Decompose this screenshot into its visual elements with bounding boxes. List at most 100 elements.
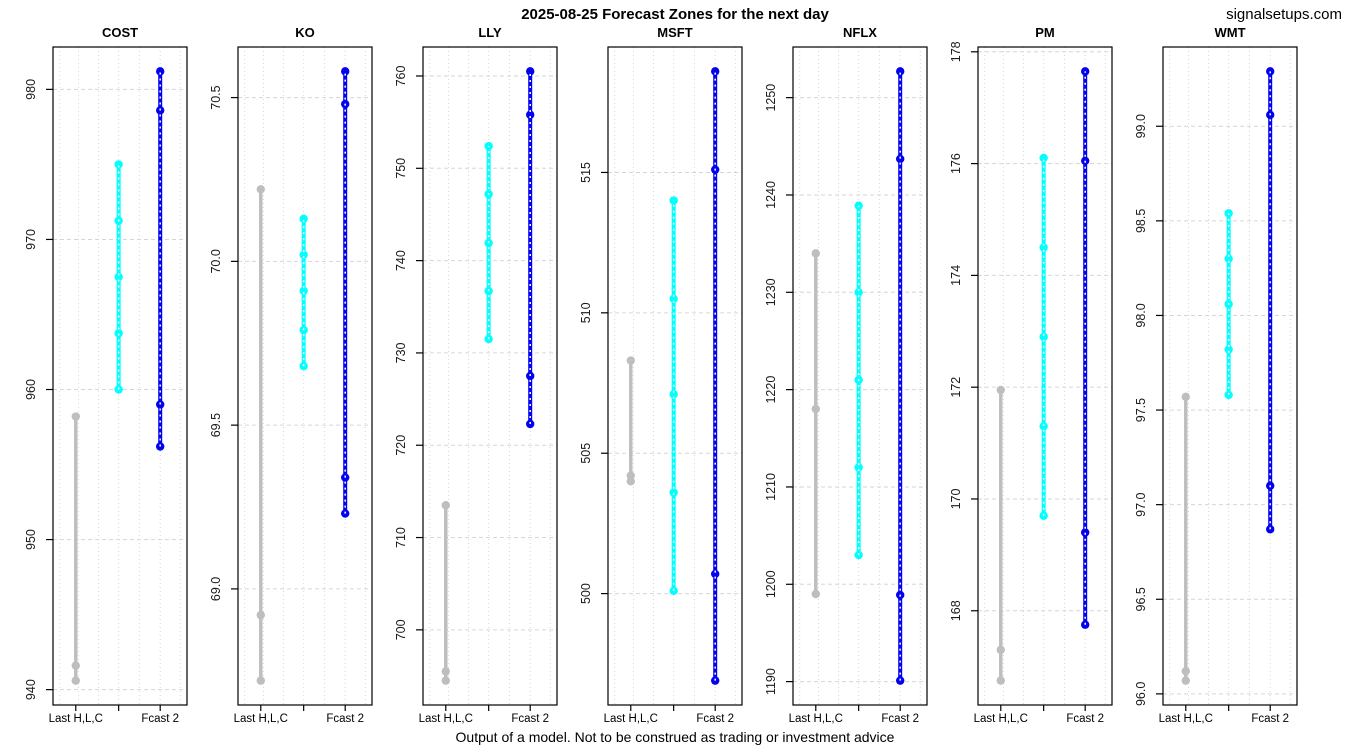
fcast1-point bbox=[114, 272, 123, 282]
fcast2-point bbox=[526, 110, 535, 119]
plot-border bbox=[792, 46, 928, 706]
fcast2-point bbox=[1081, 528, 1090, 537]
series-fcast-2 bbox=[341, 67, 350, 518]
series-fcast-2 bbox=[1081, 67, 1090, 629]
x-tick-label-fcast2: Fcast 2 bbox=[696, 713, 734, 725]
y-tick-label: 1190 bbox=[764, 668, 778, 695]
panel-title-LLY: LLY bbox=[478, 25, 502, 40]
gridlines bbox=[238, 47, 372, 705]
series-fcast-2 bbox=[1266, 67, 1275, 534]
y-tick-label: 1220 bbox=[764, 376, 778, 404]
x-tick-label-fcast2: Fcast 2 bbox=[881, 713, 919, 725]
y-tick-label: 172 bbox=[949, 377, 963, 398]
fcast1-point bbox=[854, 463, 863, 472]
last-hlc-point bbox=[441, 667, 450, 676]
fcast1-point bbox=[1224, 345, 1233, 354]
last-hlc-point bbox=[626, 477, 635, 486]
panel-NFLX: 1190 1200 1210 1220 1230 1240 1250 NFLX Last H,L… bbox=[764, 25, 928, 725]
x-axis: Last H,L,C Fcast 2 bbox=[604, 705, 734, 725]
plot-border bbox=[607, 46, 743, 706]
series-last-hlc bbox=[441, 501, 450, 685]
y-axis: 96.0 96.5 97.0 97.5 98.0 98.5 99.0 bbox=[1134, 114, 1163, 706]
y-axis: 700 710 720 730 740 750 760 bbox=[394, 66, 423, 640]
series-fcast-2 bbox=[896, 67, 905, 685]
x-tick-label-last-hlc: Last H,L,C bbox=[49, 713, 103, 725]
panel-MSFT: 500 505 510 515 MSFT Last H,L,C Fcast 2 bbox=[579, 25, 743, 725]
y-tick-label: 1250 bbox=[764, 84, 778, 112]
plot-border bbox=[52, 46, 188, 706]
series-fcast-2 bbox=[526, 67, 535, 429]
x-tick-label-fcast2: Fcast 2 bbox=[1066, 713, 1104, 725]
last-hlc-point bbox=[811, 589, 820, 599]
panel-title-NFLX: NFLX bbox=[843, 25, 877, 40]
series-last-hlc bbox=[811, 249, 820, 599]
y-tick-label: 174 bbox=[949, 265, 963, 286]
last-hlc-point bbox=[996, 645, 1005, 655]
y-tick-label: 96.0 bbox=[1134, 682, 1148, 706]
y-tick-label: 96.5 bbox=[1134, 587, 1148, 611]
y-tick-label: 1210 bbox=[764, 473, 778, 501]
x-tick-label-last-hlc: Last H,L,C bbox=[419, 713, 473, 725]
y-tick-label: 69.5 bbox=[209, 413, 223, 437]
y-tick-label: 960 bbox=[24, 379, 38, 400]
last-hlc-point bbox=[626, 356, 635, 365]
y-axis: 168 170 172 174 176 178 bbox=[949, 41, 978, 621]
last-hlc-point bbox=[1181, 666, 1190, 676]
last-hlc-point bbox=[1181, 392, 1190, 402]
series-fcast-1 bbox=[1224, 209, 1233, 400]
series-fcast-1 bbox=[854, 201, 863, 560]
x-tick-label-fcast2: Fcast 2 bbox=[1251, 713, 1289, 725]
fcast2-point bbox=[156, 67, 165, 76]
plot-border bbox=[237, 46, 373, 706]
last-hlc-point bbox=[441, 676, 450, 685]
panel-WMT: 96.0 96.5 97.0 97.5 98.0 98.5 99.0 WMT Last H,L,… bbox=[1134, 25, 1298, 725]
series-fcast-1 bbox=[114, 160, 123, 394]
x-tick-label-last-hlc: Last H,L,C bbox=[604, 713, 658, 725]
y-tick-label: 710 bbox=[394, 527, 408, 548]
last-hlc-point bbox=[811, 249, 820, 258]
y-tick-label: 720 bbox=[394, 435, 408, 456]
series-last-hlc bbox=[256, 185, 265, 685]
fcast1-point bbox=[1039, 422, 1048, 431]
y-tick-label: 97.0 bbox=[1134, 492, 1148, 516]
y-axis: 500 505 510 515 bbox=[579, 162, 608, 604]
fcast1-point bbox=[854, 288, 863, 297]
fcast1-point bbox=[669, 390, 678, 399]
last-hlc-point bbox=[256, 610, 265, 620]
y-tick-label: 69.0 bbox=[209, 577, 223, 601]
y-axis: 940 950 960 970 980 bbox=[24, 79, 53, 700]
x-tick-label-fcast2: Fcast 2 bbox=[141, 713, 179, 725]
fcast2-point bbox=[711, 67, 720, 76]
y-tick-label: 970 bbox=[24, 229, 38, 250]
series-fcast-2 bbox=[156, 67, 165, 451]
y-tick-label: 505 bbox=[579, 443, 593, 464]
y-tick-label: 176 bbox=[949, 153, 963, 174]
last-hlc-point bbox=[256, 185, 265, 194]
y-tick-label: 1240 bbox=[764, 181, 778, 209]
panel-title-MSFT: MSFT bbox=[657, 25, 692, 40]
panel-PM: 168 170 172 174 176 178 PM Last H,L,C Fcast 2 bbox=[949, 25, 1113, 725]
series-fcast-1 bbox=[484, 141, 493, 344]
fcast2-point bbox=[341, 67, 350, 76]
y-tick-label: 740 bbox=[394, 250, 408, 271]
y-tick-label: 178 bbox=[949, 41, 963, 62]
last-hlc-point bbox=[811, 404, 820, 414]
x-tick-label-fcast2: Fcast 2 bbox=[326, 713, 364, 725]
last-hlc-point bbox=[1181, 676, 1190, 685]
series-fcast-2 bbox=[711, 67, 720, 685]
x-tick-label-last-hlc: Last H,L,C bbox=[974, 713, 1028, 725]
last-hlc-point bbox=[71, 676, 80, 685]
fcast1-point bbox=[1039, 243, 1048, 252]
panel-title-COST: COST bbox=[102, 25, 138, 40]
fcast2-point bbox=[896, 67, 905, 76]
fcast1-point bbox=[299, 286, 308, 296]
series-fcast-1 bbox=[1039, 153, 1048, 520]
y-tick-label: 750 bbox=[394, 158, 408, 179]
y-tick-label: 170 bbox=[949, 488, 963, 509]
y-tick-label: 940 bbox=[24, 679, 38, 700]
x-tick-label-last-hlc: Last H,L,C bbox=[234, 713, 288, 725]
last-hlc-point bbox=[71, 412, 80, 421]
last-hlc-point bbox=[996, 385, 1005, 395]
y-tick-label: 700 bbox=[394, 619, 408, 640]
y-axis: 1190 1200 1210 1220 1230 1240 1250 bbox=[764, 84, 793, 695]
